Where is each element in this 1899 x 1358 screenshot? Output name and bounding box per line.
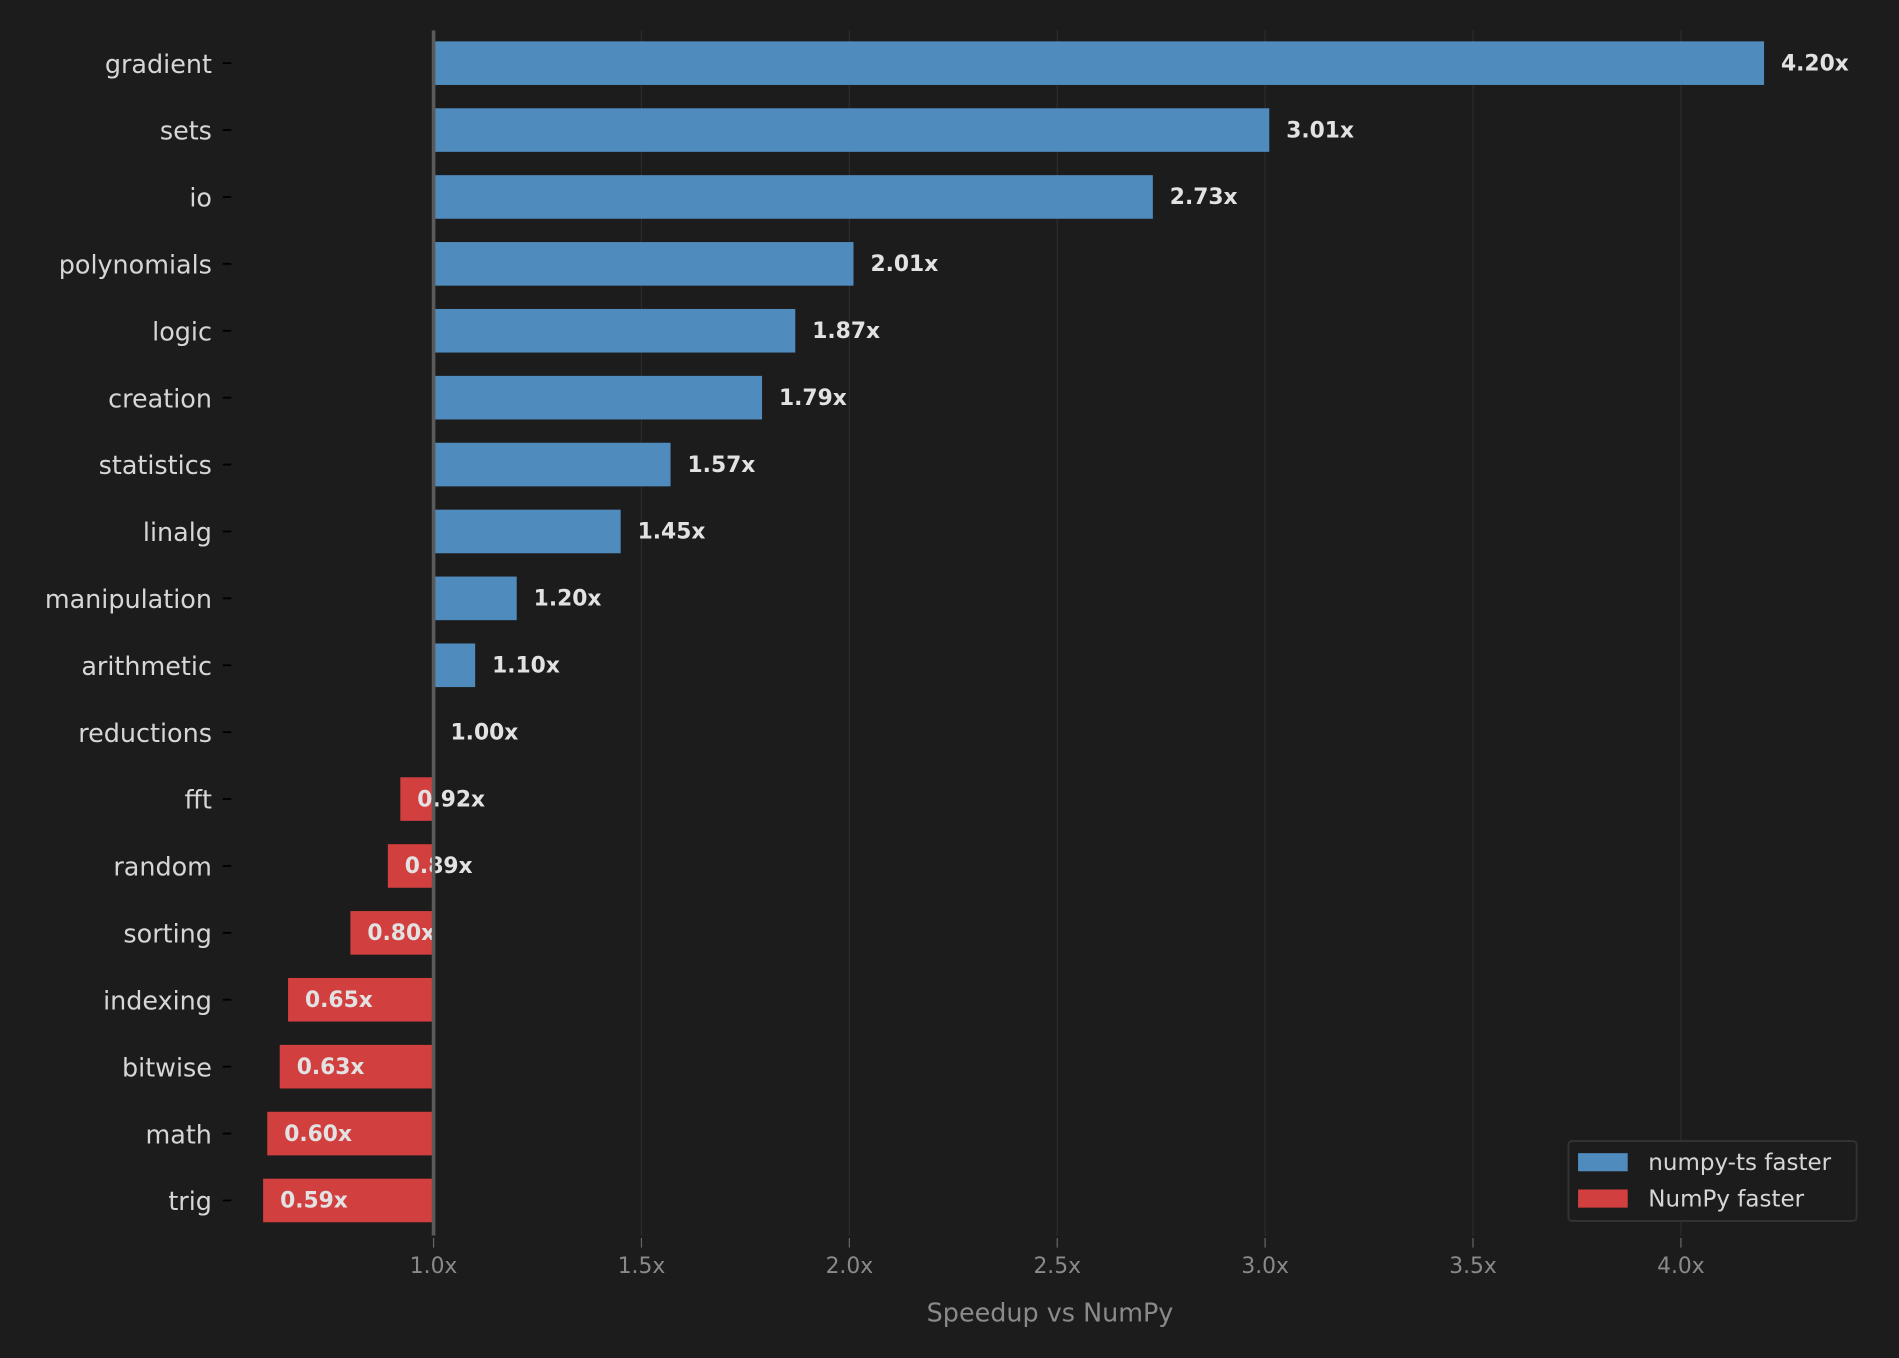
bar-manipulation bbox=[433, 576, 517, 621]
gridlines bbox=[640, 30, 1682, 1236]
x-tick-label: 3.0x bbox=[1241, 1254, 1289, 1279]
data-label-random: 0.89x bbox=[405, 854, 473, 879]
x-tick-label: 3.5x bbox=[1449, 1254, 1497, 1279]
y-label-creation: creation bbox=[108, 383, 212, 413]
y-label-gradient: gradient bbox=[105, 49, 212, 79]
bar-io bbox=[433, 175, 1153, 219]
bar-fft bbox=[400, 777, 434, 821]
bar-statistics bbox=[433, 442, 671, 487]
x-tick-label: 4.0x bbox=[1657, 1254, 1705, 1279]
bar-arithmetic bbox=[433, 643, 476, 688]
y-label-statistics: statistics bbox=[99, 450, 212, 480]
bar-sets bbox=[433, 108, 1270, 152]
data-label-trig: 0.59x bbox=[280, 1189, 348, 1214]
data-label-reductions: 1.00x bbox=[451, 720, 519, 745]
y-label-manipulation: manipulation bbox=[45, 584, 212, 614]
data-label-sets: 3.01x bbox=[1286, 118, 1354, 143]
bar-linalg bbox=[433, 509, 621, 554]
bar-indexing bbox=[288, 977, 434, 1022]
bar-creation bbox=[433, 375, 763, 420]
bars: 4.20x 3.01x 2.73x 2.01x 1.87x 1.79x 1.57x 1.45x… bbox=[263, 41, 1849, 1223]
x-tick-label: 1.5x bbox=[618, 1254, 666, 1279]
data-label-linalg: 1.45x bbox=[638, 520, 706, 545]
data-label-logic: 1.87x bbox=[812, 319, 880, 344]
x-axis-label: Speedup vs NumPy bbox=[927, 1297, 1174, 1327]
bar-logic bbox=[433, 308, 796, 353]
y-axis-labels: gradient sets io polynomials logic creation st… bbox=[45, 49, 232, 1216]
y-label-sorting: sorting bbox=[123, 919, 212, 949]
y-label-arithmetic: arithmetic bbox=[81, 651, 212, 681]
legend-label-numpy: NumPy faster bbox=[1648, 1186, 1804, 1212]
bar-random bbox=[387, 844, 434, 888]
y-label-math: math bbox=[146, 1119, 212, 1149]
y-label-bitwise: bitwise bbox=[122, 1052, 212, 1082]
y-label-sets: sets bbox=[160, 116, 212, 146]
y-label-trig: trig bbox=[168, 1186, 212, 1216]
data-label-polynomials: 2.01x bbox=[870, 252, 938, 277]
x-tick-label: 1.0x bbox=[410, 1254, 458, 1279]
data-label-arithmetic: 1.10x bbox=[492, 654, 560, 679]
data-label-io: 2.73x bbox=[1170, 185, 1238, 210]
data-label-fft: 0.92x bbox=[417, 787, 485, 812]
data-label-indexing: 0.65x bbox=[305, 988, 373, 1013]
legend-label-numpy-ts: numpy-ts faster bbox=[1648, 1150, 1831, 1176]
data-label-sorting: 0.80x bbox=[367, 921, 435, 946]
data-label-statistics: 1.57x bbox=[688, 453, 756, 478]
bar-gradient bbox=[433, 41, 1765, 85]
x-axis-ticks: 1.0x 1.5x 2.0x 2.5x 3.0x 3.5x 4.0x bbox=[410, 1237, 1705, 1279]
bar-bitwise bbox=[279, 1044, 434, 1089]
data-label-bitwise: 0.63x bbox=[297, 1055, 365, 1080]
bar-sorting bbox=[350, 911, 434, 955]
data-label-creation: 1.79x bbox=[779, 386, 847, 411]
y-label-random: random bbox=[113, 852, 212, 882]
x-tick-label: 2.0x bbox=[826, 1254, 874, 1279]
legend-swatch-numpy bbox=[1578, 1189, 1628, 1208]
y-label-fft: fft bbox=[184, 785, 212, 815]
x-tick-label: 2.5x bbox=[1033, 1254, 1081, 1279]
bar-polynomials bbox=[433, 242, 854, 286]
y-label-reductions: reductions bbox=[78, 718, 212, 748]
data-label-gradient: 4.20x bbox=[1781, 51, 1849, 76]
y-label-logic: logic bbox=[152, 316, 212, 346]
legend: numpy-ts faster NumPy faster bbox=[1567, 1140, 1858, 1222]
data-label-math: 0.60x bbox=[284, 1122, 352, 1147]
y-label-indexing: indexing bbox=[103, 985, 212, 1015]
bar-math bbox=[267, 1111, 434, 1156]
legend-box bbox=[1567, 1140, 1858, 1222]
bar-trig bbox=[263, 1178, 434, 1223]
y-label-linalg: linalg bbox=[143, 517, 212, 547]
y-label-io: io bbox=[189, 183, 212, 213]
legend-swatch-numpy-ts bbox=[1578, 1153, 1628, 1172]
data-label-manipulation: 1.20x bbox=[534, 587, 602, 612]
y-label-polynomials: polynomials bbox=[59, 250, 212, 280]
